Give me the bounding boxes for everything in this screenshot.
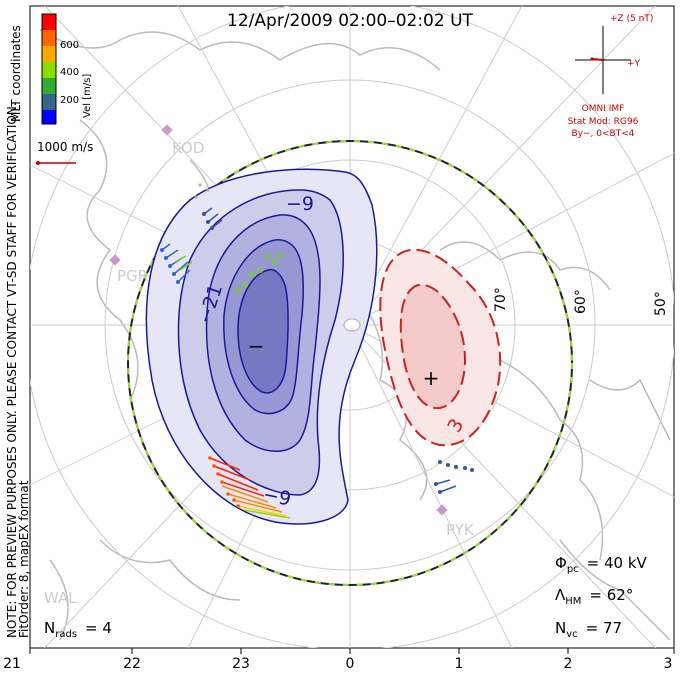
fit-order-note: FitOrder: 8, mapEX format <box>17 480 31 638</box>
imf-dial <box>575 26 631 94</box>
hm-boundary-latitude: ΛHM = 62° <box>555 586 633 607</box>
mlt-axis <box>29 648 675 654</box>
map-title: 12/Apr/2009 02:00–02:02 UT <box>227 11 473 31</box>
heppner-maynard-boundary-dash <box>127 140 573 586</box>
negative-potential-cell <box>145 168 378 525</box>
mlt-label-22: 22 <box>123 656 141 672</box>
radar-count: Nrads = 4 <box>44 619 112 640</box>
positive-potential-cell <box>379 248 502 447</box>
vector-count: Nvc = 77 <box>555 619 622 640</box>
imf-plus-y-label: +Y <box>627 59 641 69</box>
latitude-label-60: 60° <box>573 289 589 314</box>
potential-maximum-marker: + <box>423 366 440 390</box>
station-label-pgr: PGR <box>117 267 148 285</box>
pole-marker <box>343 318 361 332</box>
preview-note: NOTE: FOR PREVIEW PURPOSES ONLY. PLEASE … <box>5 102 19 638</box>
colorbar-tick-400: 400 <box>60 67 79 78</box>
imf-plus-z-label: +Z (5 nT) <box>610 14 653 24</box>
latitude-label-70: 70° <box>493 287 509 312</box>
velocity-vectors <box>160 183 474 519</box>
colorbar-label: Vel [m/s] <box>82 74 93 118</box>
scale-vector-label: 1000 m/s <box>37 140 93 154</box>
potential-minimum-marker: − <box>248 334 265 358</box>
latitude-label-50: 50° <box>653 291 669 316</box>
mlt-label-1: 1 <box>455 656 464 672</box>
coordinate-system-label: MLT coordinates <box>9 25 23 122</box>
stat-model-bins-label: By−, 0<BT<4 <box>572 129 635 139</box>
colorbar-tick-200: 200 <box>60 95 79 106</box>
mlt-label-3: 3 <box>664 656 673 672</box>
imf-source-label: OMNI IMF <box>582 104 625 114</box>
stat-model-label: Stat Mod: RG96 <box>568 117 639 127</box>
station-label-pyk: PYK <box>446 521 475 539</box>
contour-label-neg-outer: −9 <box>286 193 314 215</box>
mlt-label-23: 23 <box>232 656 250 672</box>
mlt-label-21: 21 <box>3 656 21 672</box>
cross-polar-potential: Φpc = 40 kV <box>555 554 648 575</box>
station-label-kod: KOD <box>172 139 204 157</box>
colorbar-tick-600: 600 <box>60 40 79 51</box>
mlt-label-2: 2 <box>564 656 573 672</box>
scale-vector-dot <box>36 161 40 165</box>
station-label-wal: WAL <box>44 589 77 607</box>
velocity-colorbar <box>41 13 57 125</box>
mlt-label-0: 0 <box>346 656 355 672</box>
